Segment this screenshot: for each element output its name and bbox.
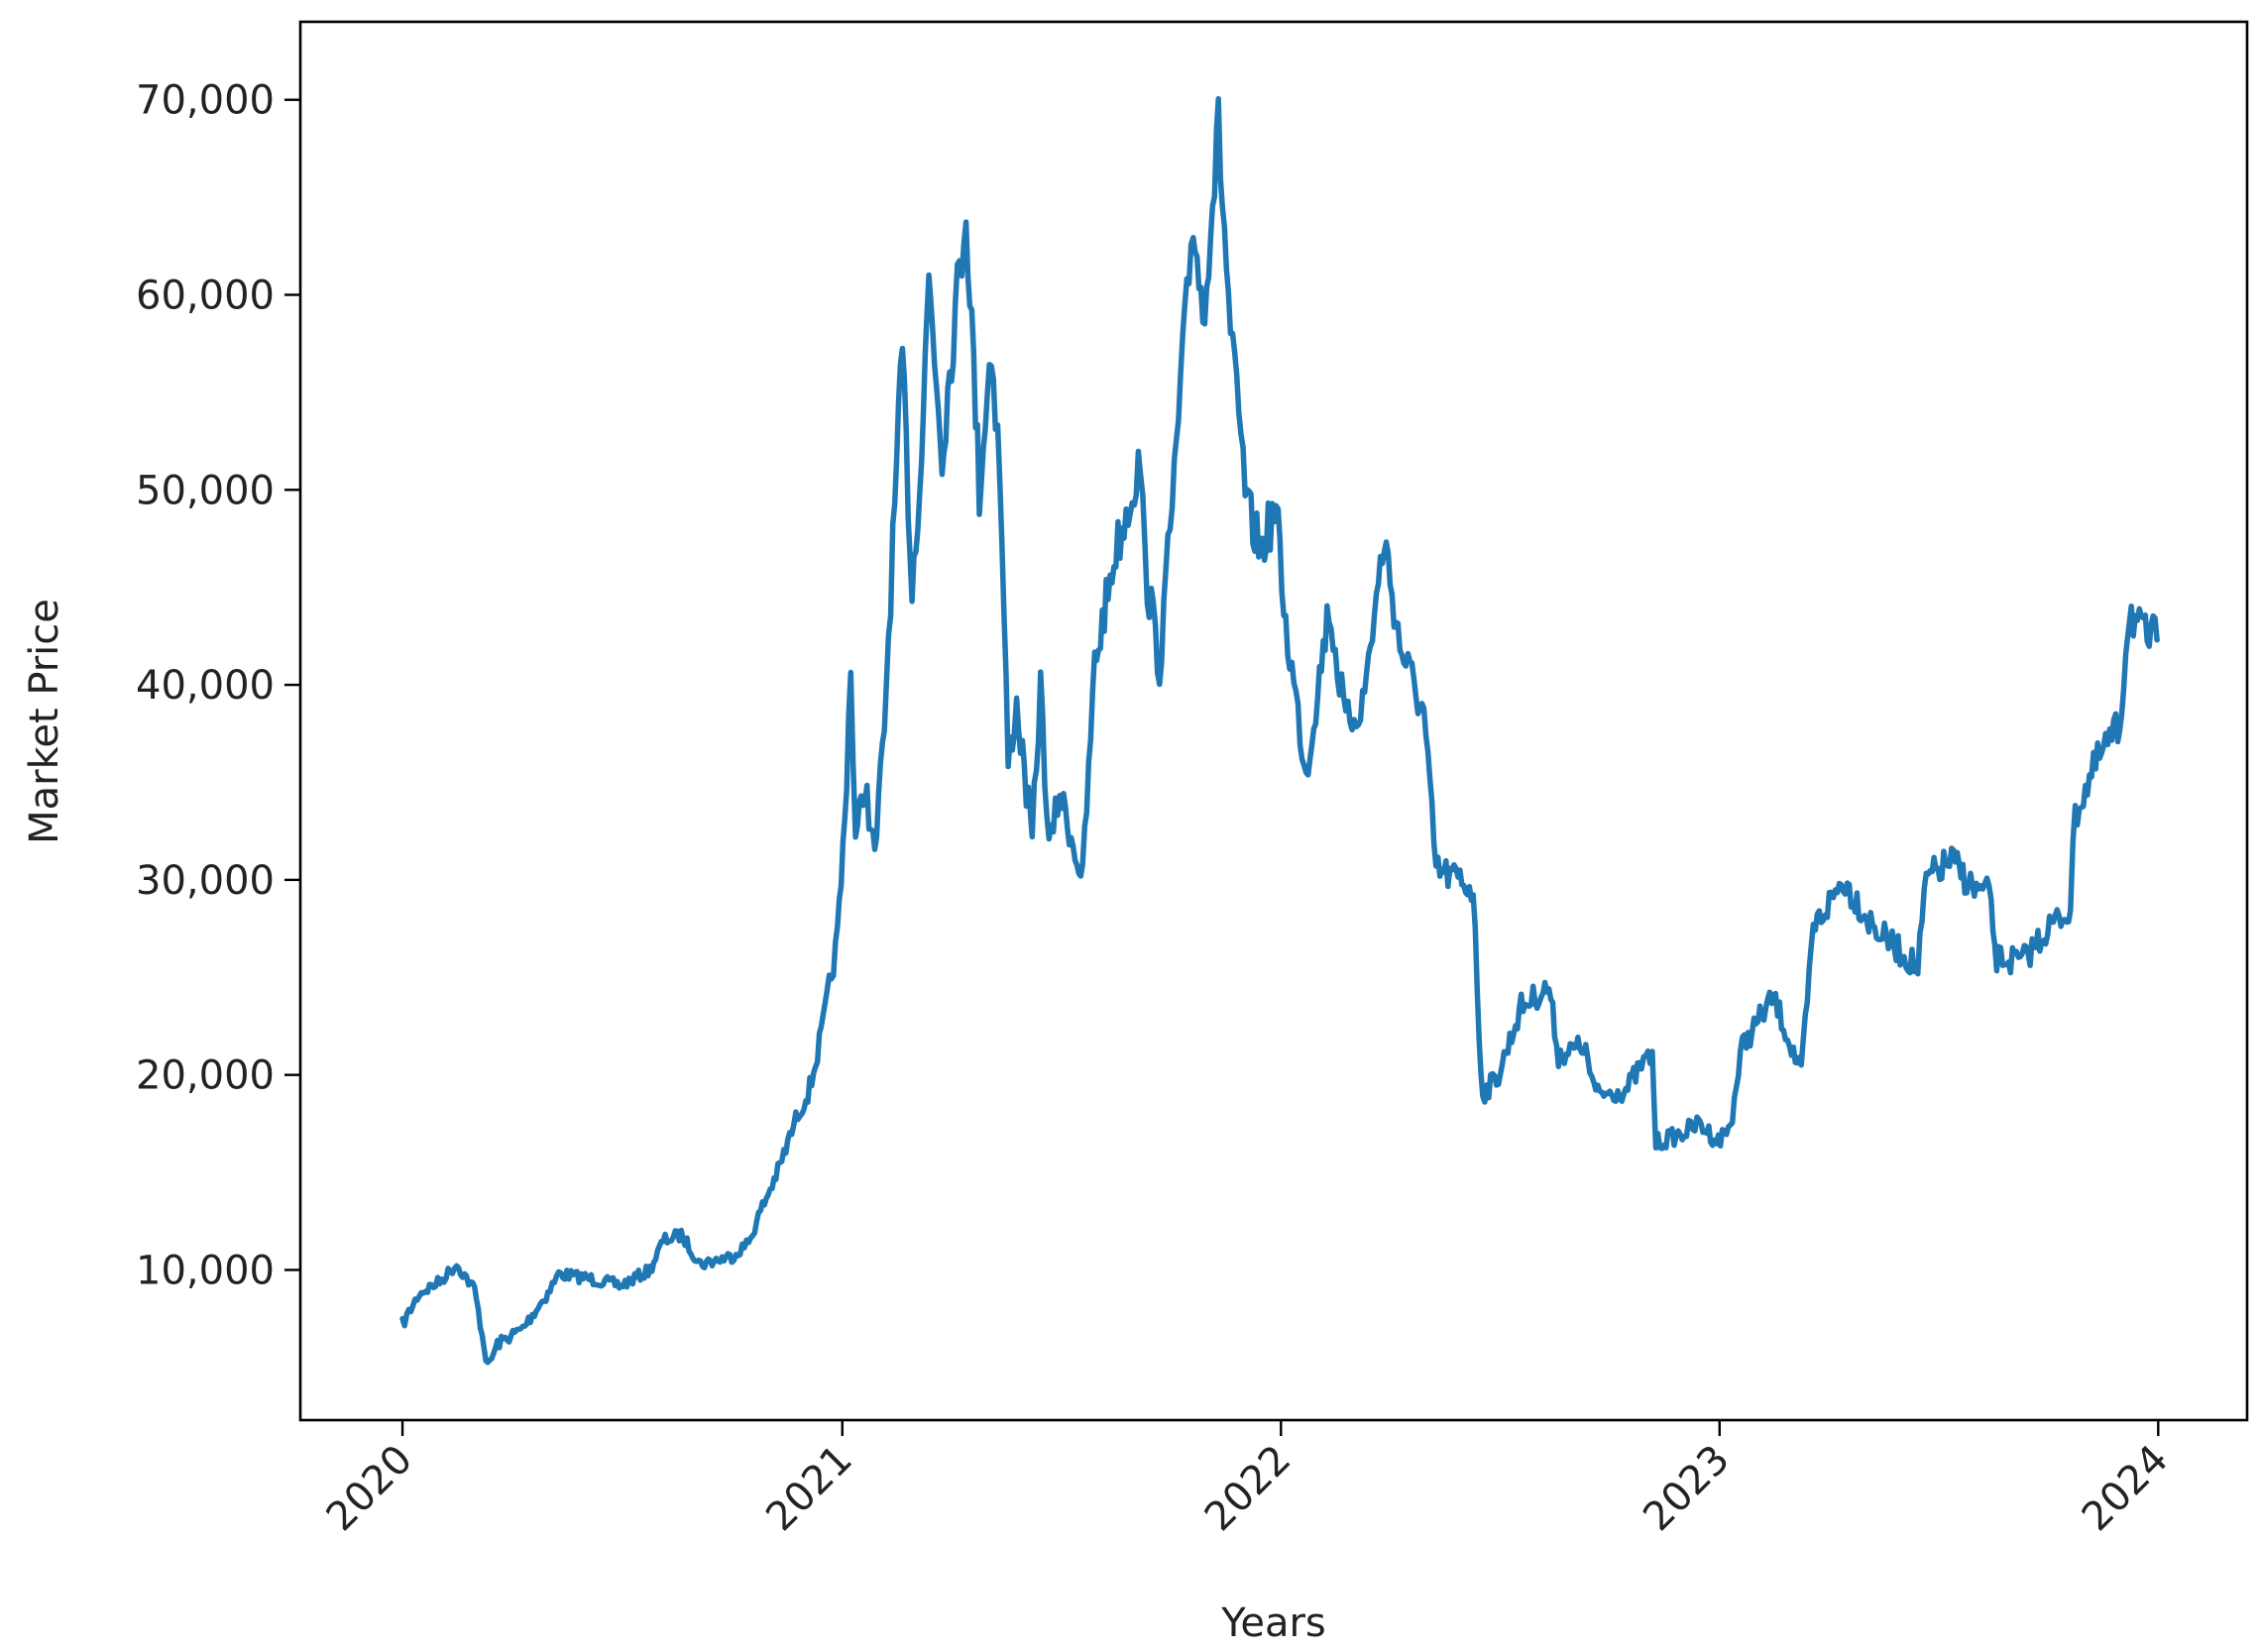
y-tick-label: 10,000 [136, 1248, 275, 1293]
y-axis: 10,000 20,000 30,000 40,000 50,000 60,000 70,0… [136, 78, 300, 1293]
y-tick-label: 60,000 [136, 274, 275, 319]
x-axis: 2020 2021 2022 2023 2024 [318, 1420, 2178, 1541]
y-tick-label: 70,000 [136, 78, 275, 124]
x-tick-label: 2022 [1196, 1437, 1300, 1541]
x-tick-label: 2020 [318, 1437, 422, 1541]
x-axis-title: Years [1220, 1600, 1326, 1646]
price-series-line [399, 95, 2160, 1366]
plot-layer [399, 95, 2160, 1366]
x-tick-label: 2024 [2074, 1437, 2178, 1541]
y-tick-label: 50,000 [136, 468, 275, 513]
y-tick-label: 20,000 [136, 1053, 275, 1099]
x-tick-label: 2021 [757, 1437, 861, 1541]
y-axis-title: Market Price [22, 599, 67, 844]
x-tick-label: 2023 [1635, 1437, 1739, 1541]
plot-area-frame [298, 20, 2249, 1422]
y-tick-label: 30,000 [136, 858, 275, 904]
y-tick-label: 40,000 [136, 663, 275, 709]
